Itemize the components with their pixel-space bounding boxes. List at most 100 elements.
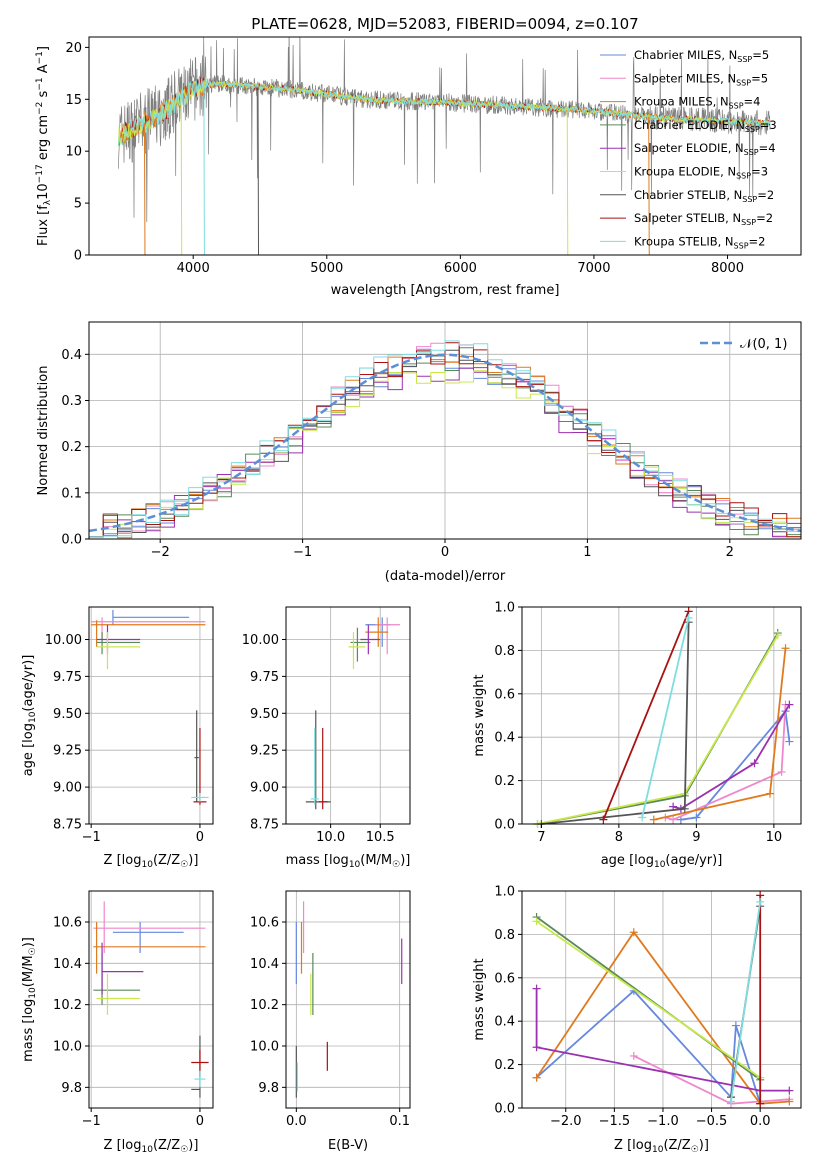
y-tick-label: 9.00 — [53, 781, 82, 796]
histograms — [89, 340, 801, 539]
mass-vs-z-panel: −1 0 9.8 10.0 10.2 10.4 10.6 Z [log10(Z/Z☉)] mas… — [21, 890, 214, 1155]
legend-entry: 𝒩(0, 1) — [740, 337, 787, 352]
y-tick-label: 9.50 — [53, 707, 82, 722]
series-line — [535, 988, 790, 1092]
y-tick-label: 0 — [74, 249, 82, 264]
series-line — [535, 930, 790, 1105]
series-marker — [750, 759, 759, 768]
age-vs-z-panel: −1 0 8.75 9.00 9.25 9.50 9.75 10.00 Z [log10(Z/Z… — [21, 606, 214, 870]
point-kroupa_miles — [93, 922, 206, 974]
y-axis-label: mass [log10(M/M☉)] — [21, 937, 38, 1062]
histogram-kroupa_elodie — [89, 370, 801, 538]
point-salpeter_elodie — [96, 624, 141, 655]
series-marker — [785, 700, 794, 709]
spectrum-dip — [143, 122, 146, 255]
series-marker — [766, 789, 774, 798]
x-tick-label: −2 — [151, 545, 170, 560]
y-tick-label: 8.75 — [250, 818, 279, 833]
point-salpeter_miles — [91, 617, 206, 640]
x-tick-label: 0.1 — [389, 1114, 410, 1129]
y-axis-label: Flux [fλ10−17 erg cm−2 s−1 A−1] — [35, 46, 53, 246]
series-marker — [649, 815, 658, 824]
x-axis-label: Z [log10(Z/Z☉)] — [104, 1138, 199, 1155]
y-tick-label: 9.8 — [258, 1081, 279, 1096]
series-chabrier_miles — [676, 707, 794, 824]
y-tick-label: 9.8 — [61, 1081, 82, 1096]
y-axis-label: mass weight — [472, 674, 487, 756]
y-tick-label: 9.25 — [53, 744, 82, 759]
y-tick-label: 0.4 — [61, 348, 82, 363]
x-axis-label: (data-model)/error — [385, 569, 506, 584]
y-tick-label: 5 — [74, 197, 82, 212]
x-tick-label: 9 — [692, 830, 700, 845]
series-line — [633, 1055, 790, 1105]
point-chabrier_elodie — [96, 632, 141, 655]
series-marker — [532, 984, 541, 993]
series-marker — [532, 1073, 541, 1082]
x-tick-label: 0 — [441, 545, 449, 560]
series-line — [536, 916, 761, 1081]
axes-frame — [88, 606, 214, 825]
series-line — [536, 989, 762, 1104]
point-kroupa_stelib — [191, 793, 209, 802]
axes-frame — [285, 606, 411, 825]
x-tick-label: −1.5 — [599, 1114, 631, 1129]
x-tick-label: 0 — [196, 1114, 204, 1129]
point-chabrier_stelib — [191, 1035, 201, 1098]
points — [305, 617, 401, 810]
series-line — [541, 622, 690, 825]
x-axis-label: mass [log10(M/M☉)] — [286, 853, 411, 870]
y-tick-label: 8.75 — [53, 818, 82, 833]
y-tick-label: 0.6 — [494, 971, 515, 986]
series-marker — [629, 1051, 638, 1060]
legend-entry: Chabrier ELODIE, NSSP=3 — [634, 118, 777, 134]
x-axis-label: wavelength [Angstrom, rest frame] — [331, 283, 560, 298]
point-salpeter_miles — [93, 901, 206, 953]
y-tick-label: 10.00 — [242, 633, 279, 648]
series-marker — [756, 897, 765, 906]
y-tick-label: 9.75 — [250, 670, 279, 685]
series-line — [730, 901, 762, 1102]
series-kroupa_miles — [649, 644, 790, 824]
y-tick-label: 1.0 — [494, 601, 515, 616]
legend-entry: Salpeter STELIB, NSSP=2 — [634, 211, 773, 227]
x-tick-label: 1 — [583, 545, 591, 560]
point-chabrier_miles — [112, 922, 184, 953]
x-axis-label: age [log10(age/yr)] — [601, 853, 723, 870]
point-chabrier_elodie — [93, 953, 141, 1005]
point-kroupa_stelib — [310, 728, 319, 805]
age-vs-mass-panel: 10.0 10.5 8.75 9.00 9.25 9.50 9.75 10.00 mass [l… — [242, 606, 411, 870]
x-tick-label: 7000 — [577, 261, 610, 276]
model-spectrum-salpeter_stelib — [117, 77, 771, 147]
spectrum-dip — [180, 98, 183, 255]
y-tick-label: 10.6 — [53, 916, 82, 931]
axes-frame — [88, 36, 802, 256]
series-line — [537, 634, 779, 825]
y-tick-label: 0.8 — [494, 644, 515, 659]
series-marker — [638, 813, 647, 822]
mass-vs-ebv-panel: 0.0 0.1 9.8 10.0 10.2 10.4 10.6 E(B-V) — [250, 890, 411, 1153]
x-tick-label: 5000 — [310, 261, 343, 276]
x-tick-label: −1 — [293, 545, 312, 560]
spectrum-panel: PLATE=0628, MJD=52083, FIBERID=0094, z=0… — [35, 15, 802, 298]
series-marker — [680, 804, 689, 813]
histogram-salpeter_stelib — [89, 342, 801, 538]
legend-entry: Salpeter MILES, NSSP=5 — [634, 71, 768, 87]
series-chabrier_elodie — [533, 629, 782, 828]
axes-frame — [521, 890, 802, 1109]
y-tick-label: 0.0 — [494, 1102, 515, 1117]
x-tick-label: 6000 — [444, 261, 477, 276]
model-spectrum-kroupa_elodie — [117, 79, 771, 147]
series — [533, 607, 794, 828]
y-tick-label: 0.0 — [494, 818, 515, 833]
y-tick-label: 9.75 — [53, 670, 82, 685]
histogram-salpeter_miles — [89, 342, 801, 538]
series-line — [602, 610, 690, 821]
x-tick-label: 10 — [766, 830, 783, 845]
x-tick-label: −1 — [82, 830, 101, 845]
series-marker — [727, 1097, 736, 1106]
spectrum-dip — [566, 108, 569, 255]
x-tick-label: 10.0 — [316, 830, 345, 845]
y-tick-label: 10.0 — [250, 1040, 279, 1055]
series-marker — [785, 1097, 794, 1106]
